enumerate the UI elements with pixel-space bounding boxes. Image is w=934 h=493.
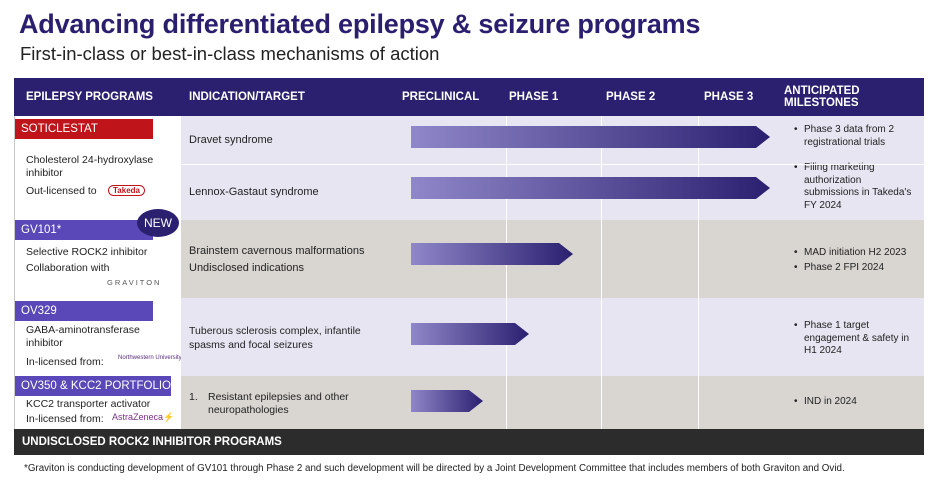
milestone-item: • IND in 2024 — [794, 396, 857, 407]
takeda-logo: Takeda — [108, 185, 145, 196]
program-desc: Cholesterol 24-hydroxylase — [26, 154, 154, 166]
indication-cell: 1. Resistant epilepsies and other neurop… — [181, 376, 401, 429]
milestone-cell: • IND in 2024 — [784, 376, 924, 429]
new-badge: NEW — [137, 209, 179, 237]
header-milestones: ANTICIPATED MILESTONES — [784, 85, 860, 109]
progress-bar — [411, 323, 529, 345]
progress-bar — [411, 390, 483, 412]
program-tag: OV329 — [15, 301, 153, 321]
milestone-cell: • Phase 3 data from 2 registrational tria… — [784, 116, 924, 220]
program-tag: SOTICLESTAT — [15, 119, 153, 139]
phase-cell — [401, 220, 784, 298]
header-phase3: PHASE 3 — [704, 91, 754, 103]
page-title: Advancing differentiated epilepsy & seiz… — [19, 9, 701, 39]
indication-text: Dravet syndrome — [189, 134, 273, 146]
milestone-item: • Phase 2 FPI 2024 — [794, 262, 885, 273]
milestone-cell: • MAD initiation H2 2023 • Phase 2 FPI 202… — [784, 220, 924, 298]
milestone-item: • MAD initiation H2 2023 — [794, 247, 907, 258]
program-desc: inhibitor — [26, 337, 63, 349]
header-indication: INDICATION/TARGET — [189, 91, 305, 103]
progress-bar — [411, 177, 770, 199]
milestone-item: • Phase 1 target engagement & safety in H… — [794, 320, 910, 356]
indication-text: Undisclosed indications — [189, 262, 304, 274]
graviton-logo: GRAVITON — [107, 278, 162, 287]
program-desc: GABA-aminotransferase — [26, 324, 140, 336]
indication-text: Tuberous sclerosis complex, infantile — [189, 325, 361, 337]
indication-text: spasms and focal seizures — [189, 339, 313, 351]
program-row-ov350: OV350 & KCC2 PORTFOLIO KCC2 transporter … — [14, 376, 924, 429]
program-row-gv101: GV101* Selective ROCK2 inhibitor Collabo… — [14, 220, 924, 298]
indication-text: Resistant epilepsies and other — [208, 391, 349, 403]
phase-cell — [401, 376, 784, 429]
program-desc: Selective ROCK2 inhibitor — [26, 246, 148, 258]
phase-cell — [401, 116, 784, 220]
program-cell: OV350 & KCC2 PORTFOLIO KCC2 transporter … — [14, 376, 181, 429]
indication-number: 1. — [189, 391, 198, 403]
program-desc: Out-licensed to — [26, 185, 97, 197]
milestone-item: • Filing marketing authorization submissi… — [794, 162, 912, 211]
header-phase1: PHASE 1 — [509, 91, 559, 103]
footnote: *Graviton is conducting development of G… — [24, 463, 845, 474]
program-desc: inhibitor — [26, 167, 63, 179]
indication-text: Brainstem cavernous malformations — [189, 245, 365, 257]
header-phase2: PHASE 2 — [606, 91, 656, 103]
northwestern-logo: Northwestern University — [118, 355, 182, 361]
page-subtitle: First-in-class or best-in-class mechanis… — [20, 43, 440, 64]
program-tag: GV101* — [15, 220, 153, 240]
program-desc: KCC2 transporter activator — [26, 398, 151, 410]
milestone-item: • Phase 3 data from 2 registrational tria… — [794, 124, 895, 148]
indication-cell: Brainstem cavernous malformations Undisc… — [181, 220, 401, 298]
progress-bar — [411, 243, 573, 265]
program-cell: SOTICLESTAT Cholesterol 24-hydroxylase i… — [14, 116, 181, 220]
program-desc: In-licensed from: — [26, 356, 104, 368]
indication-cell: Dravet syndrome Lennox-Gastaut syndrome — [181, 116, 401, 220]
program-cell: OV329 GABA-aminotransferase inhibitor In… — [14, 298, 182, 376]
indication-text: neuropathologies — [208, 404, 289, 416]
program-desc: Collaboration with — [26, 262, 110, 274]
progress-bar — [411, 126, 770, 148]
pipeline-header: EPILEPSY PROGRAMS INDICATION/TARGET PREC… — [14, 78, 924, 116]
undisclosed-programs-bar: UNDISCLOSED ROCK2 INHIBITOR PROGRAMS — [14, 429, 924, 455]
header-programs: EPILEPSY PROGRAMS — [26, 91, 153, 103]
program-desc: In-licensed from: — [26, 413, 104, 425]
program-row-ov329: OV329 GABA-aminotransferase inhibitor In… — [14, 298, 924, 376]
program-tag: OV350 & KCC2 PORTFOLIO — [15, 376, 171, 396]
indication-cell: Tuberous sclerosis complex, infantile sp… — [181, 298, 401, 376]
milestone-cell: • Phase 1 target engagement & safety in H… — [784, 298, 924, 376]
phase-cell — [401, 298, 784, 376]
indication-text: Lennox-Gastaut syndrome — [189, 186, 319, 198]
astrazeneca-logo: AstraZeneca⚡ — [112, 412, 175, 422]
program-row-soticlestat: SOTICLESTAT Cholesterol 24-hydroxylase i… — [14, 116, 924, 220]
header-preclinical: PRECLINICAL — [402, 91, 480, 103]
